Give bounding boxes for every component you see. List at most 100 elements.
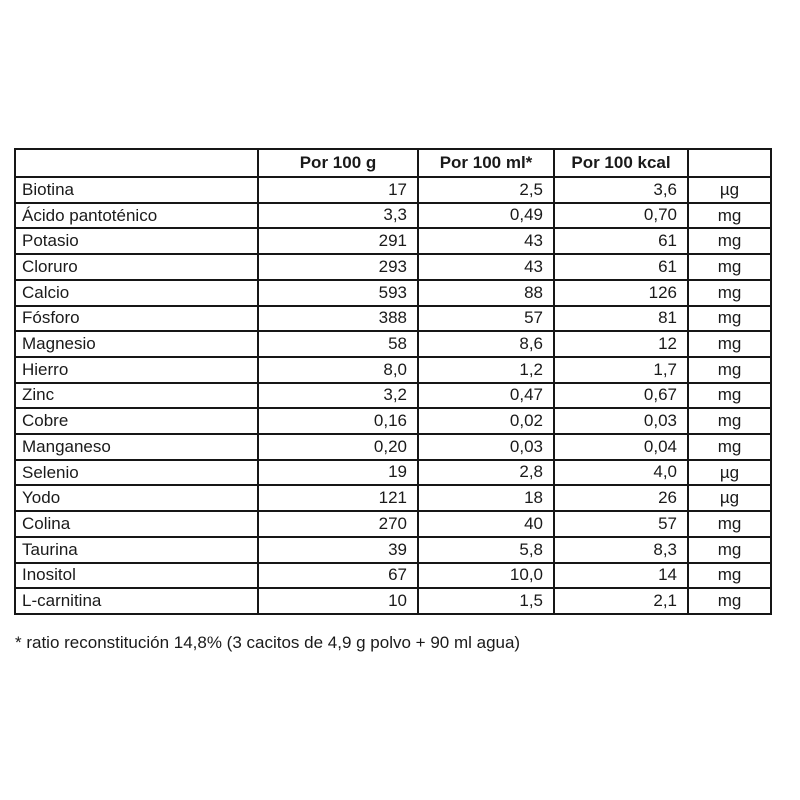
value-per-100kcal: 0,67 [553, 381, 689, 410]
unit-cell: mg [687, 278, 772, 307]
col-header-unit [687, 148, 772, 178]
row-label: Yodo [14, 484, 259, 513]
value-per-100kcal: 1,7 [553, 355, 689, 384]
unit-cell: mg [687, 330, 772, 358]
value-per-100kcal: 81 [553, 304, 689, 333]
value-per-100kcal: 4,0 [553, 458, 689, 487]
value-per-100g: 17 [257, 176, 419, 204]
table-row: Ácido pantoténico 3,3 0,49 0,70 mg [14, 201, 772, 230]
value-per-100kcal: 0,70 [553, 201, 689, 230]
value-per-100kcal: 0,03 [553, 407, 689, 436]
unit-cell: µg [687, 458, 772, 487]
unit-cell: mg [687, 510, 772, 538]
row-label: Colina [14, 510, 259, 538]
value-per-100ml: 40 [417, 510, 555, 538]
unit-cell: mg [687, 355, 772, 384]
value-per-100ml: 0,49 [417, 201, 555, 230]
unit-cell: mg [687, 304, 772, 333]
value-per-100g: 388 [257, 304, 419, 333]
row-label: Selenio [14, 458, 259, 487]
value-per-100g: 121 [257, 484, 419, 513]
value-per-100kcal: 8,3 [553, 535, 689, 564]
row-label: Ácido pantoténico [14, 201, 259, 230]
value-per-100g: 19 [257, 458, 419, 487]
value-per-100ml: 8,6 [417, 330, 555, 358]
table-row: Calcio 593 88 126 mg [14, 278, 772, 307]
row-label: Cobre [14, 407, 259, 436]
table-row: Cloruro 293 43 61 mg [14, 253, 772, 281]
row-label: L-carnitina [14, 587, 259, 615]
value-per-100ml: 88 [417, 278, 555, 307]
footnote: * ratio reconstitución 14,8% (3 cacitos … [15, 633, 521, 652]
table-row: Hierro 8,0 1,2 1,7 mg [14, 355, 772, 384]
row-label: Manganeso [14, 433, 259, 461]
row-label: Taurina [14, 535, 259, 564]
value-per-100ml: 0,47 [417, 381, 555, 410]
row-label: Inositol [14, 561, 259, 590]
table-row: Taurina 39 5,8 8,3 mg [14, 535, 772, 564]
row-label: Biotina [14, 176, 259, 204]
row-label: Cloruro [14, 253, 259, 281]
table-row: L-carnitina 10 1,5 2,1 mg [14, 587, 772, 615]
value-per-100g: 39 [257, 535, 419, 564]
table-row: Zinc 3,2 0,47 0,67 mg [14, 381, 772, 410]
table-row: Selenio 19 2,8 4,0 µg [14, 458, 772, 487]
value-per-100kcal: 126 [553, 278, 689, 307]
value-per-100ml: 1,2 [417, 355, 555, 384]
unit-cell: mg [687, 253, 772, 281]
col-header-per-100ml: Por 100 ml* [417, 148, 555, 178]
table-body: Biotina 17 2,5 3,6 µg Ácido pantoténico … [14, 176, 772, 615]
col-header-nutrient [14, 148, 259, 178]
row-label: Fósforo [14, 304, 259, 333]
row-label: Magnesio [14, 330, 259, 358]
value-per-100g: 10 [257, 587, 419, 615]
table-row: Colina 270 40 57 mg [14, 510, 772, 538]
table-row: Biotina 17 2,5 3,6 µg [14, 176, 772, 204]
value-per-100ml: 43 [417, 227, 555, 256]
value-per-100ml: 2,8 [417, 458, 555, 487]
row-label: Zinc [14, 381, 259, 410]
value-per-100g: 291 [257, 227, 419, 256]
table-row: Fósforo 388 57 81 mg [14, 304, 772, 333]
table-row: Magnesio 58 8,6 12 mg [14, 330, 772, 358]
value-per-100ml: 0,03 [417, 433, 555, 461]
value-per-100kcal: 12 [553, 330, 689, 358]
value-per-100ml: 18 [417, 484, 555, 513]
unit-cell: mg [687, 407, 772, 436]
value-per-100g: 293 [257, 253, 419, 281]
unit-cell: mg [687, 381, 772, 410]
nutrition-table: Por 100 g Por 100 ml* Por 100 kcal Bioti… [14, 148, 772, 615]
value-per-100ml: 0,02 [417, 407, 555, 436]
unit-cell: mg [687, 201, 772, 230]
value-per-100g: 67 [257, 561, 419, 590]
value-per-100g: 8,0 [257, 355, 419, 384]
unit-cell: µg [687, 484, 772, 513]
table-row: Yodo 121 18 26 µg [14, 484, 772, 513]
value-per-100g: 0,20 [257, 433, 419, 461]
value-per-100kcal: 2,1 [553, 587, 689, 615]
table-row: Cobre 0,16 0,02 0,03 mg [14, 407, 772, 436]
value-per-100ml: 43 [417, 253, 555, 281]
value-per-100g: 270 [257, 510, 419, 538]
col-header-per-100g: Por 100 g [257, 148, 419, 178]
unit-cell: mg [687, 433, 772, 461]
value-per-100g: 0,16 [257, 407, 419, 436]
col-header-per-100kcal: Por 100 kcal [553, 148, 689, 178]
value-per-100ml: 1,5 [417, 587, 555, 615]
table-row: Manganeso 0,20 0,03 0,04 mg [14, 433, 772, 461]
value-per-100kcal: 14 [553, 561, 689, 590]
row-label: Calcio [14, 278, 259, 307]
unit-cell: mg [687, 227, 772, 256]
value-per-100g: 3,3 [257, 201, 419, 230]
value-per-100ml: 10,0 [417, 561, 555, 590]
value-per-100ml: 57 [417, 304, 555, 333]
value-per-100kcal: 61 [553, 227, 689, 256]
value-per-100ml: 5,8 [417, 535, 555, 564]
row-label: Potasio [14, 227, 259, 256]
value-per-100kcal: 61 [553, 253, 689, 281]
value-per-100kcal: 26 [553, 484, 689, 513]
value-per-100kcal: 3,6 [553, 176, 689, 204]
table-header-row: Por 100 g Por 100 ml* Por 100 kcal [14, 148, 772, 178]
value-per-100g: 593 [257, 278, 419, 307]
table-row: Potasio 291 43 61 mg [14, 227, 772, 256]
